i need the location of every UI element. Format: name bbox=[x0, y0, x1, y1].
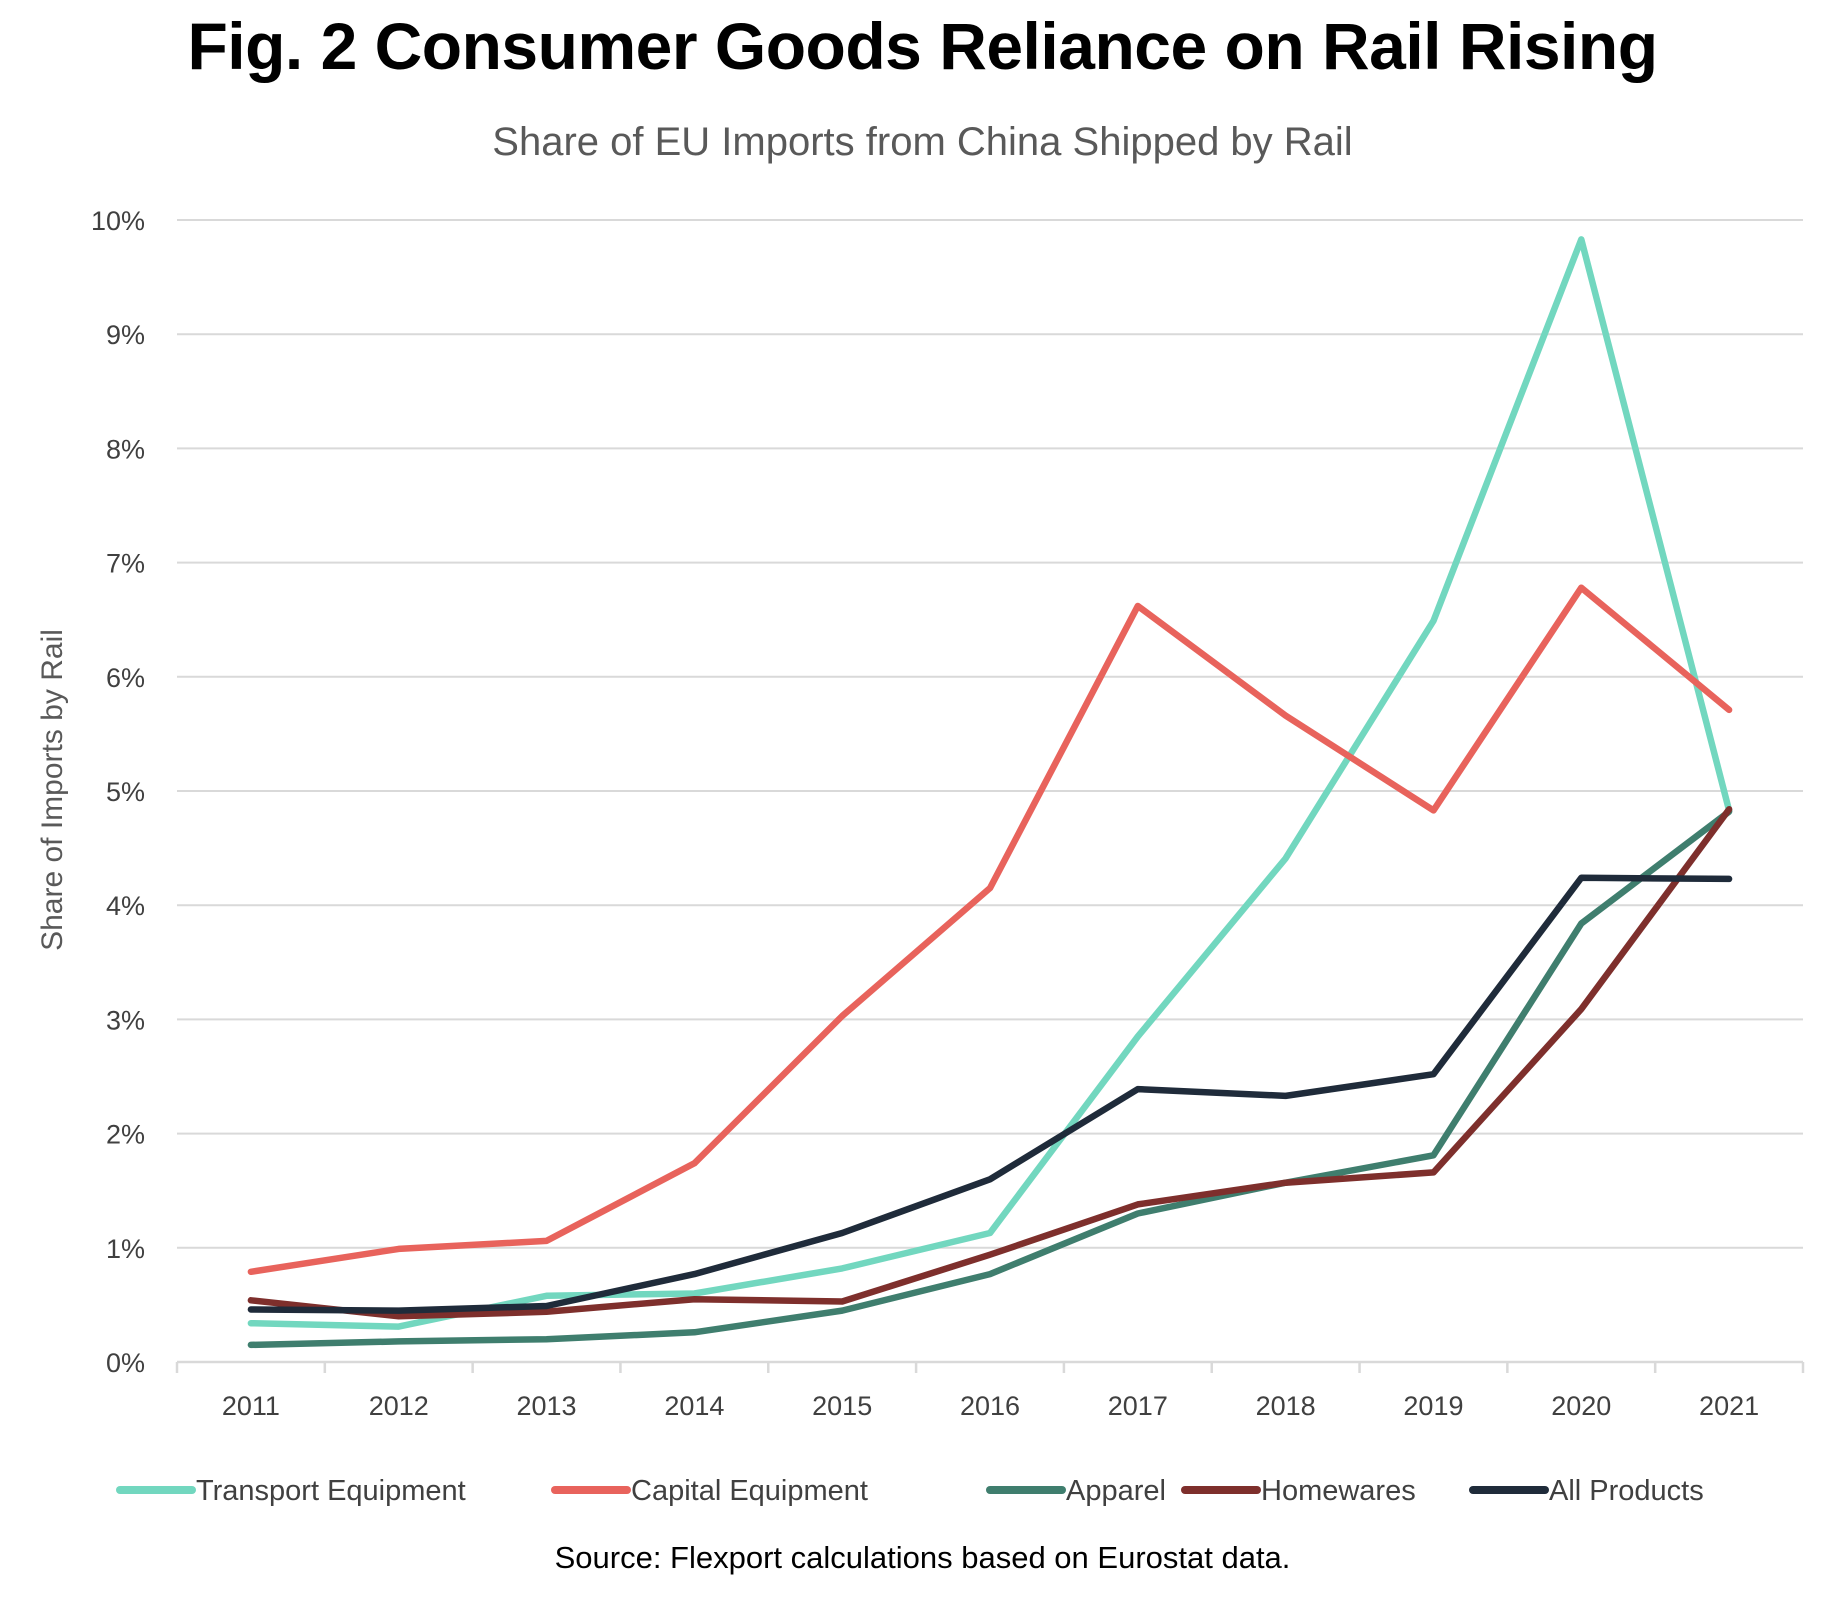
y-tick-label: 10% bbox=[91, 206, 145, 236]
y-tick-label: 2% bbox=[106, 1120, 145, 1150]
legend-label: Transport Equipment bbox=[196, 1475, 466, 1507]
gridlines bbox=[177, 219, 1803, 1249]
x-tick-label: 2013 bbox=[517, 1391, 577, 1421]
chart-subtitle: Share of EU Imports from China Shipped b… bbox=[492, 120, 1353, 164]
legend-label: Capital Equipment bbox=[631, 1475, 868, 1507]
source-note: Source: Flexport calculations based on E… bbox=[554, 1540, 1291, 1575]
x-tick-label: 2017 bbox=[1108, 1391, 1168, 1421]
y-tick-label: 5% bbox=[106, 777, 145, 807]
series-line-all-products bbox=[247, 874, 1733, 1314]
legend-item-homewares: Homewares bbox=[1181, 1475, 1416, 1507]
legend-item-transport-equipment: Transport Equipment bbox=[116, 1475, 466, 1507]
x-tick-label: 2019 bbox=[1403, 1391, 1463, 1421]
legend-label: Homewares bbox=[1261, 1475, 1416, 1507]
y-tick-label: 0% bbox=[106, 1348, 145, 1378]
legend-item-all-products: All Products bbox=[1469, 1475, 1704, 1507]
series-line-homewares bbox=[247, 806, 1733, 1320]
y-tick-label: 1% bbox=[106, 1234, 145, 1264]
x-tick-label: 2012 bbox=[369, 1391, 429, 1421]
series-line-transport-equipment bbox=[247, 236, 1733, 1330]
series-line-apparel bbox=[247, 808, 1733, 1349]
x-tick-label: 2015 bbox=[812, 1391, 872, 1421]
y-tick-label: 3% bbox=[106, 1005, 145, 1035]
series-lines bbox=[247, 236, 1733, 1349]
y-axis-ticks: 0% 1% 2% 3% 4% 5% 6% 7% 8% 9% 10% bbox=[91, 206, 145, 1378]
x-tick-label: 2011 bbox=[222, 1391, 280, 1421]
legend-item-apparel: Apparel bbox=[986, 1475, 1166, 1507]
chart-title: Fig. 2 Consumer Goods Reliance on Rail R… bbox=[187, 9, 1658, 83]
y-tick-label: 8% bbox=[106, 434, 145, 464]
x-tick-label: 2020 bbox=[1551, 1391, 1611, 1421]
y-tick-label: 9% bbox=[106, 320, 145, 350]
legend-label: All Products bbox=[1549, 1475, 1704, 1507]
y-tick-label: 7% bbox=[106, 549, 145, 579]
y-tick-label: 6% bbox=[106, 663, 145, 693]
legend-label: Apparel bbox=[1066, 1475, 1166, 1507]
x-tick-label: 2021 bbox=[1699, 1391, 1759, 1421]
legend: Transport Equipment Capital Equipment Appa… bbox=[116, 1475, 1704, 1507]
x-tick-label: 2016 bbox=[960, 1391, 1020, 1421]
x-tick-label: 2018 bbox=[1256, 1391, 1316, 1421]
x-tick-label: 2014 bbox=[664, 1391, 724, 1421]
y-tick-label: 4% bbox=[106, 891, 145, 921]
series-line-capital-equipment bbox=[247, 584, 1733, 1276]
y-axis-title: Share of Imports by Rail bbox=[36, 629, 69, 951]
x-axis: 2011 2012 2013 2014 2015 2016 2017 2018 2019 2020… bbox=[175, 1360, 1805, 1421]
legend-item-capital-equipment: Capital Equipment bbox=[551, 1475, 868, 1507]
